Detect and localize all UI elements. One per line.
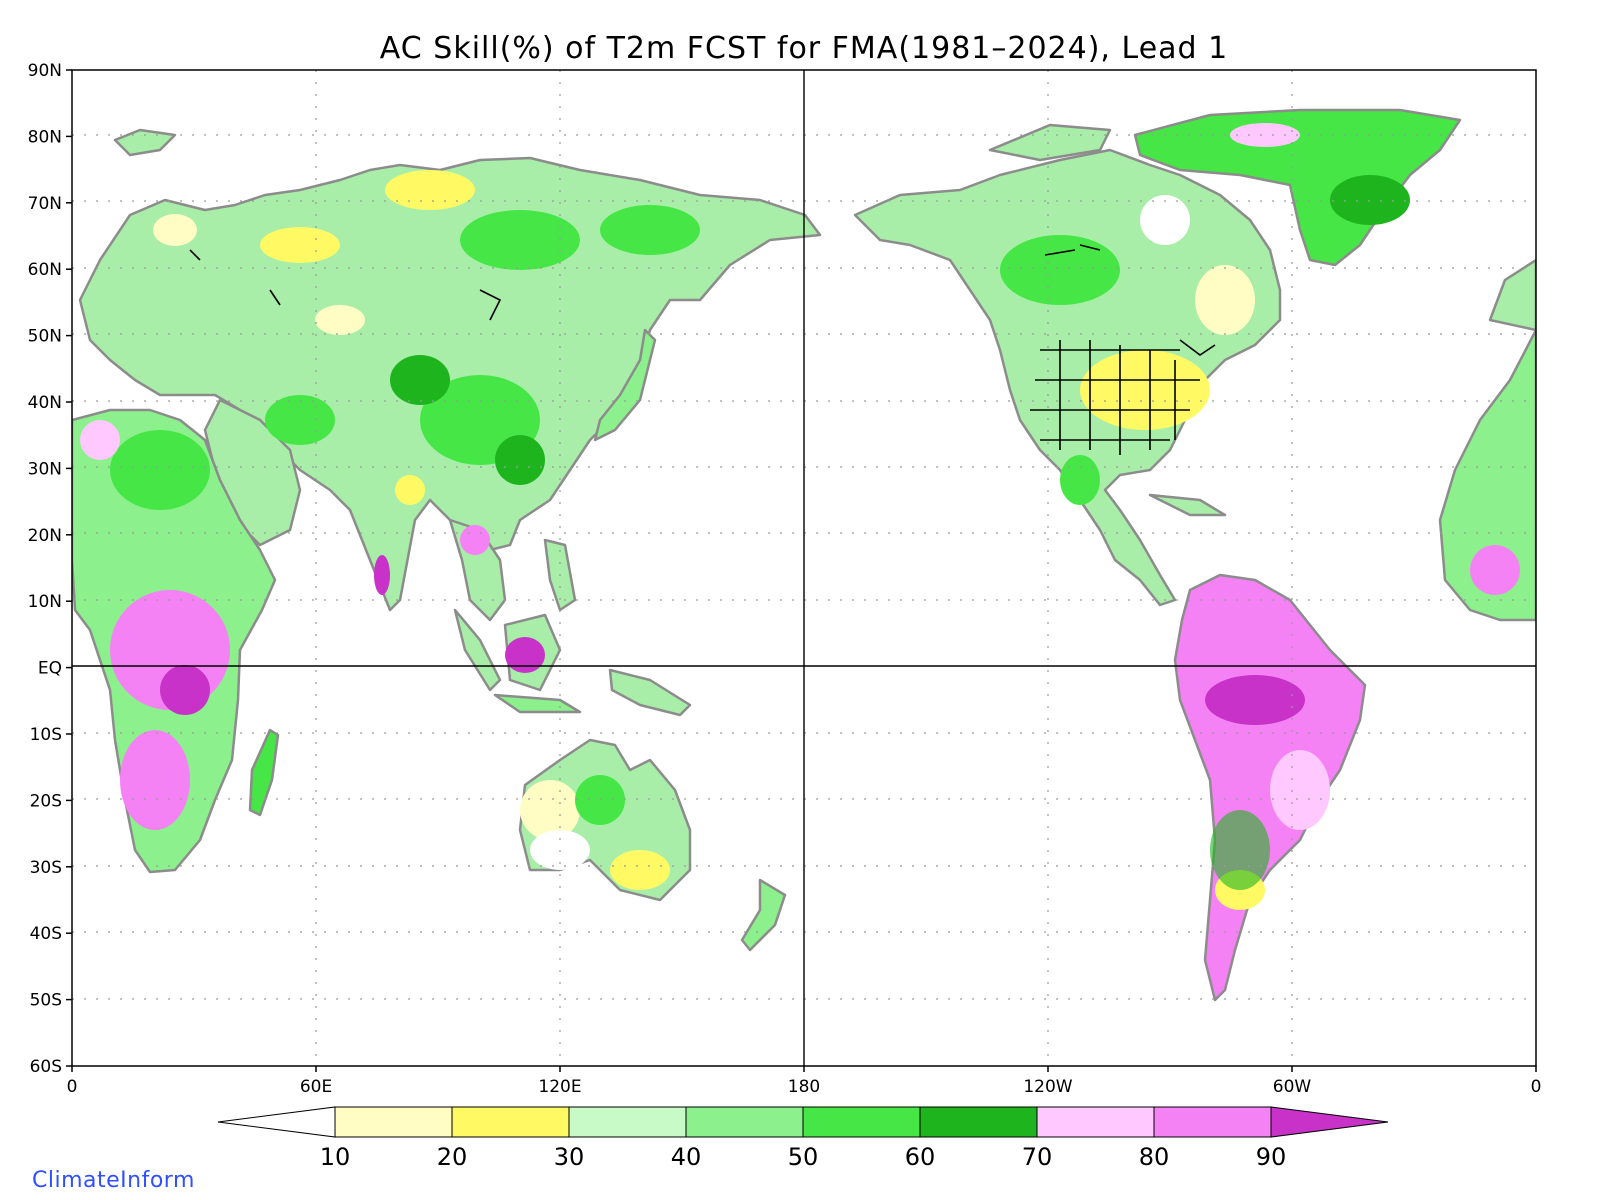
colorbar-label: 70 [1022, 1143, 1053, 1171]
lat-tick-label: 40S [30, 924, 62, 944]
lat-tick-label: 50N [28, 327, 62, 347]
lon-tick-label: 180 [788, 1077, 820, 1097]
west-africa-edge-land [1438, 328, 1536, 622]
colorbar-label: 90 [1256, 1143, 1287, 1171]
colorbar-label: 10 [320, 1143, 351, 1171]
newguinea-land [608, 668, 692, 717]
colorbar-label: 40 [671, 1143, 702, 1171]
japan-land [593, 328, 657, 442]
lat-tick-label: 70N [28, 194, 62, 214]
colorbar-swatch [1036, 1106, 1155, 1138]
lat-tick-label: 40N [28, 393, 62, 413]
lat-tick-label: 20N [28, 526, 62, 546]
lakes-and-states [189, 244, 1216, 455]
colorbar-swatch [919, 1106, 1038, 1138]
colorbar-extend-high [1270, 1106, 1389, 1138]
lon-tick-label: 60W [1273, 1077, 1312, 1097]
madagascar-land [248, 728, 280, 817]
map-title: AC Skill(%) of T2m FCST for FMA(1981–202… [380, 31, 1228, 66]
colorbar-swatch [1153, 1106, 1272, 1138]
java-land [493, 693, 582, 714]
iberia-edge-land [1488, 258, 1536, 332]
longitude-axis: 0 60E 120E 180 120W 60W 0 [67, 1066, 1542, 1097]
lat-tick-label: 10S [30, 725, 62, 745]
colorbar-swatch [685, 1106, 804, 1138]
lat-tick-label: EQ [38, 659, 62, 679]
lat-tick-label: 30S [30, 858, 62, 878]
colorbar-label: 80 [1139, 1143, 1170, 1171]
colorbar-swatch [802, 1106, 921, 1138]
lat-tick-label: 60N [28, 260, 62, 280]
colorbar-label: 30 [554, 1143, 585, 1171]
lon-tick-label: 120W [1023, 1077, 1072, 1097]
lat-tick-label: 60S [30, 1057, 62, 1077]
skill-patches [80, 123, 1520, 910]
arctic-islands-land [988, 123, 1112, 162]
colorbar: 10 20 30 40 50 60 70 80 90 [217, 1106, 1389, 1171]
reference-lines [72, 70, 1536, 1066]
lat-tick-label: 90N [28, 61, 62, 81]
colorbar-swatch [334, 1106, 453, 1138]
lat-tick-label: 30N [28, 459, 62, 479]
lat-tick-label: 10N [28, 592, 62, 612]
lon-tick-label: 0 [1531, 1077, 1542, 1097]
colorbar-label: 20 [437, 1143, 468, 1171]
lon-tick-label: 0 [67, 1077, 78, 1097]
greenland-land [1133, 108, 1462, 267]
newzealand-land [740, 878, 787, 952]
colorbar-label: 60 [905, 1143, 936, 1171]
colorbar-extend-low [217, 1106, 336, 1138]
colorbar-swatch [451, 1106, 570, 1138]
sumatra-land [453, 608, 502, 692]
north-america-land [853, 148, 1282, 607]
lon-tick-label: 60E [300, 1077, 332, 1097]
colorbar-label: 50 [788, 1143, 819, 1171]
lat-tick-label: 80N [28, 127, 62, 147]
lat-tick-label: 20S [30, 791, 62, 811]
colorbar-swatch [568, 1106, 687, 1138]
svalbard-land [113, 128, 177, 157]
lon-tick-label: 120E [538, 1077, 581, 1097]
latitude-axis: 90N 80N 70N 60N 50N 40N 30N 20N 10N EQ 10S 20S 30S 40… [28, 61, 72, 1077]
lat-tick-label: 50S [30, 991, 62, 1011]
credit-text: ClimateInform [32, 1168, 195, 1193]
plot-area [72, 70, 1536, 1066]
cuba-land [1148, 493, 1227, 517]
